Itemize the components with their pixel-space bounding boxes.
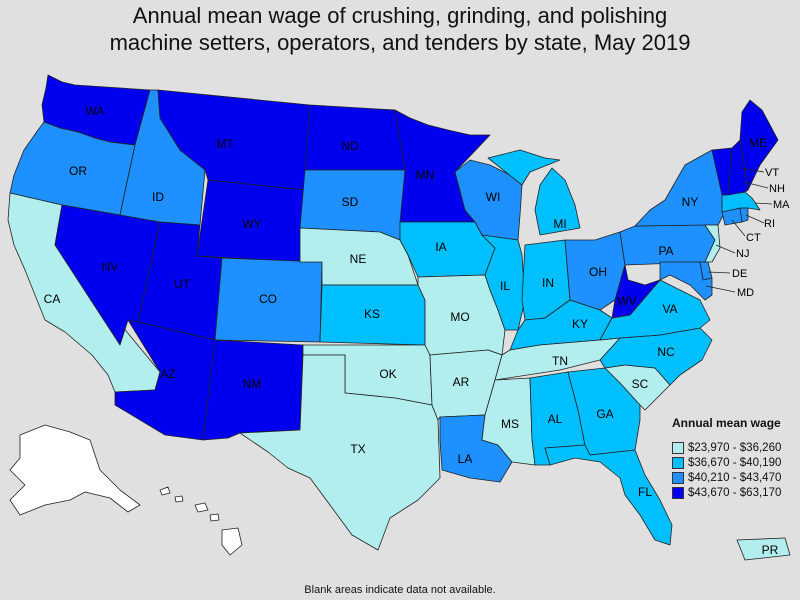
map-title: Annual mean wage of crushing, grinding, … bbox=[0, 2, 800, 56]
state-labels: WA OR CA NV ID MT WY UT AZ CO NM ND SD N… bbox=[44, 104, 790, 557]
title-line-1: Annual mean wage of crushing, grinding, … bbox=[132, 3, 668, 28]
state-nh[interactable] bbox=[727, 139, 749, 196]
svg-text:ND: ND bbox=[341, 139, 359, 153]
svg-text:CA: CA bbox=[44, 292, 61, 306]
legend-swatch bbox=[672, 441, 684, 454]
state-mn[interactable] bbox=[394, 109, 491, 223]
legend: Annual mean wage $23,970 - $36,260 $36,6… bbox=[672, 416, 800, 500]
legend-label: $40,210 - $43,470 bbox=[688, 471, 782, 484]
svg-text:PA: PA bbox=[658, 244, 673, 258]
svg-text:NM: NM bbox=[243, 377, 262, 391]
svg-text:MD: MD bbox=[737, 287, 754, 299]
svg-text:AR: AR bbox=[453, 375, 470, 389]
state-hi[interactable] bbox=[159, 486, 243, 556]
svg-text:PR: PR bbox=[762, 543, 779, 557]
state-tx[interactable] bbox=[239, 354, 441, 551]
state-md[interactable] bbox=[659, 261, 713, 301]
svg-text:MI: MI bbox=[553, 217, 566, 231]
svg-text:MN: MN bbox=[416, 168, 435, 182]
legend-label: $36,670 - $40,190 bbox=[688, 456, 782, 469]
legend-label: $23,970 - $36,260 bbox=[688, 441, 782, 454]
svg-text:NH: NH bbox=[769, 183, 785, 195]
svg-text:CT: CT bbox=[746, 232, 761, 244]
svg-text:DE: DE bbox=[732, 268, 747, 280]
svg-text:GA: GA bbox=[596, 407, 613, 421]
svg-text:FL: FL bbox=[638, 485, 652, 499]
svg-text:NY: NY bbox=[682, 195, 699, 209]
svg-text:RI: RI bbox=[764, 218, 775, 230]
svg-text:OR: OR bbox=[69, 164, 87, 178]
svg-text:OH: OH bbox=[589, 265, 607, 279]
legend-title: Annual mean wage bbox=[672, 416, 781, 430]
svg-text:KY: KY bbox=[572, 317, 588, 331]
svg-text:MO: MO bbox=[450, 310, 469, 324]
svg-text:VA: VA bbox=[662, 302, 677, 316]
svg-text:WV: WV bbox=[617, 294, 636, 308]
state-pr[interactable] bbox=[736, 537, 791, 561]
state-fl[interactable] bbox=[544, 444, 673, 546]
state-ny[interactable] bbox=[634, 149, 726, 227]
svg-text:MA: MA bbox=[773, 199, 790, 211]
svg-text:ID: ID bbox=[152, 190, 164, 204]
svg-text:SC: SC bbox=[632, 377, 649, 391]
svg-text:UT: UT bbox=[174, 277, 191, 291]
svg-text:IL: IL bbox=[500, 279, 510, 293]
legend-item: $43,670 - $63,170 bbox=[672, 485, 800, 500]
legend-swatch bbox=[672, 471, 684, 484]
svg-text:TN: TN bbox=[552, 354, 568, 368]
svg-text:NC: NC bbox=[657, 345, 675, 359]
svg-text:WA: WA bbox=[86, 104, 105, 118]
svg-text:VT: VT bbox=[765, 167, 779, 179]
state-me[interactable] bbox=[739, 99, 779, 191]
svg-text:MS: MS bbox=[501, 417, 519, 431]
svg-text:LA: LA bbox=[458, 452, 473, 466]
svg-text:IA: IA bbox=[435, 240, 446, 254]
state-wv[interactable] bbox=[611, 264, 661, 319]
state-ma[interactable] bbox=[721, 191, 761, 213]
state-nj[interactable] bbox=[704, 224, 721, 263]
title-line-2: machine setters, operators, and tenders … bbox=[109, 30, 691, 55]
legend-swatch bbox=[672, 486, 684, 499]
svg-text:SD: SD bbox=[342, 195, 359, 209]
svg-text:WI: WI bbox=[486, 190, 501, 204]
svg-text:NJ: NJ bbox=[736, 248, 749, 260]
svg-text:AZ: AZ bbox=[160, 367, 175, 381]
svg-text:IN: IN bbox=[542, 276, 554, 290]
legend-item: $36,670 - $40,190 bbox=[672, 455, 800, 470]
legend-swatch bbox=[672, 456, 684, 469]
svg-text:CO: CO bbox=[259, 292, 277, 306]
state-ak[interactable] bbox=[9, 424, 141, 516]
svg-text:TX: TX bbox=[350, 442, 365, 456]
svg-text:NE: NE bbox=[350, 252, 367, 266]
svg-text:AL: AL bbox=[548, 412, 563, 426]
state-nd[interactable] bbox=[304, 104, 406, 171]
legend-item: $40,210 - $43,470 bbox=[672, 470, 800, 485]
svg-text:ME: ME bbox=[749, 136, 767, 150]
state-il[interactable] bbox=[481, 234, 526, 331]
footnote: Blank areas indicate data not available. bbox=[304, 584, 496, 596]
svg-text:WY: WY bbox=[242, 217, 261, 231]
state-mi[interactable] bbox=[487, 149, 581, 236]
legend-item: $23,970 - $36,260 bbox=[672, 440, 800, 455]
legend-label: $43,670 - $63,170 bbox=[688, 486, 782, 499]
state-wi[interactable] bbox=[454, 159, 523, 241]
svg-text:NV: NV bbox=[102, 260, 119, 274]
svg-text:OK: OK bbox=[379, 367, 396, 381]
svg-text:MT: MT bbox=[216, 137, 234, 151]
svg-text:KS: KS bbox=[364, 307, 380, 321]
